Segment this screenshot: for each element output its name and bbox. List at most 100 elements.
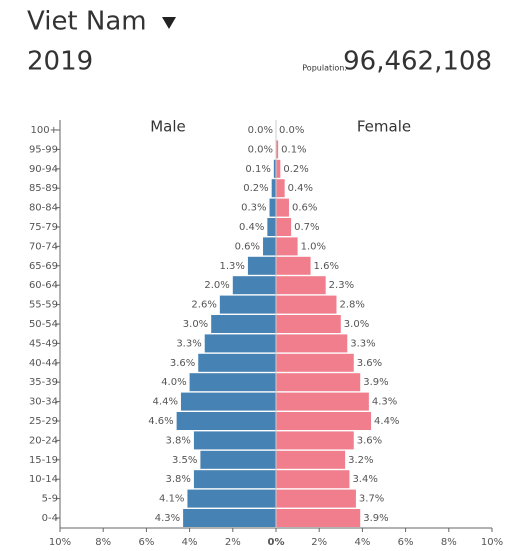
bar bbox=[189, 373, 276, 392]
bar bbox=[276, 237, 298, 256]
bar bbox=[276, 450, 346, 469]
bar bbox=[198, 353, 276, 372]
country-title[interactable]: Viet Nam bbox=[27, 7, 147, 37]
y-tick-label: 0-4 bbox=[42, 513, 58, 524]
y-tick-label: 15-19 bbox=[29, 455, 58, 466]
value-label: 0.7% bbox=[294, 222, 319, 233]
bar bbox=[193, 470, 276, 489]
value-label: 3.6% bbox=[357, 435, 382, 446]
bar bbox=[267, 218, 276, 236]
value-label: 0.3% bbox=[241, 203, 266, 214]
legend-male: Male bbox=[150, 118, 186, 136]
value-label: 0.2% bbox=[283, 164, 308, 175]
value-label: 4.0% bbox=[161, 377, 186, 388]
value-label: 1.6% bbox=[314, 261, 339, 272]
value-label: 3.9% bbox=[363, 377, 388, 388]
value-label: 3.3% bbox=[176, 338, 201, 349]
value-label: 3.4% bbox=[352, 474, 377, 485]
bar bbox=[269, 198, 276, 217]
bar bbox=[276, 159, 281, 178]
bar bbox=[276, 431, 354, 450]
x-tick-label: 4% bbox=[182, 537, 198, 548]
legend-female: Female bbox=[357, 118, 411, 136]
x-tick-label: 2% bbox=[225, 537, 241, 548]
value-label: 3.6% bbox=[170, 358, 195, 369]
year: 2019 bbox=[27, 47, 93, 77]
bar bbox=[276, 218, 292, 236]
value-label: 0.6% bbox=[292, 203, 317, 214]
y-tick-label: 90-94 bbox=[29, 164, 58, 175]
value-label: 3.7% bbox=[359, 494, 384, 505]
y-tick-label: 50-54 bbox=[29, 319, 58, 330]
value-label: 3.5% bbox=[172, 455, 197, 466]
y-tick-label: 85-89 bbox=[29, 183, 58, 194]
value-label: 3.9% bbox=[363, 513, 388, 524]
value-label: 3.2% bbox=[348, 455, 373, 466]
bar bbox=[204, 334, 276, 353]
population: 96,462,108 bbox=[343, 47, 492, 77]
bar bbox=[276, 470, 350, 489]
value-label: 0.0% bbox=[248, 125, 273, 136]
dropdown-arrow[interactable] bbox=[162, 17, 176, 29]
bar bbox=[276, 373, 361, 392]
y-tick-label: 95-99 bbox=[29, 144, 58, 155]
value-label: 0.4% bbox=[288, 183, 313, 194]
bar bbox=[276, 412, 372, 430]
bar bbox=[276, 353, 354, 372]
bar bbox=[276, 256, 311, 275]
value-label: 2.0% bbox=[204, 280, 229, 291]
y-tick-label: 5-9 bbox=[42, 494, 58, 505]
bar bbox=[200, 450, 276, 469]
bar bbox=[276, 509, 361, 527]
value-label: 0.1% bbox=[281, 144, 306, 155]
bar bbox=[273, 159, 276, 178]
bar bbox=[276, 295, 337, 314]
value-label: 4.4% bbox=[374, 416, 399, 427]
x-tick-label: 6% bbox=[398, 537, 414, 548]
value-label: 1.3% bbox=[220, 261, 245, 272]
bar bbox=[193, 431, 276, 450]
y-tick-label: 25-29 bbox=[29, 416, 58, 427]
y-tick-label: 30-34 bbox=[29, 397, 58, 408]
bar bbox=[211, 315, 276, 333]
y-tick-label: 75-79 bbox=[29, 222, 58, 233]
y-tick-label: 65-69 bbox=[29, 261, 58, 272]
bar bbox=[183, 509, 276, 527]
value-label: 4.3% bbox=[372, 397, 397, 408]
value-label: 3.6% bbox=[357, 358, 382, 369]
value-label: 0.4% bbox=[239, 222, 264, 233]
value-label: 0.2% bbox=[243, 183, 268, 194]
value-label: 3.8% bbox=[166, 474, 191, 485]
x-tick-label: 4% bbox=[354, 537, 370, 548]
bar bbox=[263, 237, 276, 256]
bar bbox=[180, 392, 276, 411]
y-tick-label: 35-39 bbox=[29, 377, 58, 388]
y-tick-label: 20-24 bbox=[29, 435, 58, 446]
bar bbox=[276, 276, 326, 295]
value-label: 4.1% bbox=[159, 494, 184, 505]
bar bbox=[247, 256, 276, 275]
value-label: 3.3% bbox=[350, 338, 375, 349]
value-label: 2.3% bbox=[329, 280, 354, 291]
x-tick-label: 0% bbox=[268, 537, 285, 548]
x-tick-label: 2% bbox=[311, 537, 327, 548]
value-label: 0.1% bbox=[245, 164, 270, 175]
bar bbox=[187, 489, 276, 508]
y-tick-label: 10-14 bbox=[29, 474, 58, 485]
value-label: 4.3% bbox=[155, 513, 180, 524]
value-label: 4.6% bbox=[148, 416, 173, 427]
population-label: Population: bbox=[302, 64, 347, 73]
y-tick-label: 40-44 bbox=[29, 358, 58, 369]
value-label: 3.0% bbox=[183, 319, 208, 330]
value-label: 2.6% bbox=[191, 300, 216, 311]
bar bbox=[232, 276, 276, 295]
value-label: 0.0% bbox=[248, 144, 273, 155]
bar bbox=[276, 140, 279, 159]
value-label: 3.8% bbox=[166, 435, 191, 446]
y-tick-label: 100+ bbox=[31, 125, 58, 136]
bar bbox=[276, 392, 369, 411]
bar bbox=[276, 179, 285, 198]
bar bbox=[276, 489, 356, 508]
y-tick-label: 60-64 bbox=[29, 280, 58, 291]
